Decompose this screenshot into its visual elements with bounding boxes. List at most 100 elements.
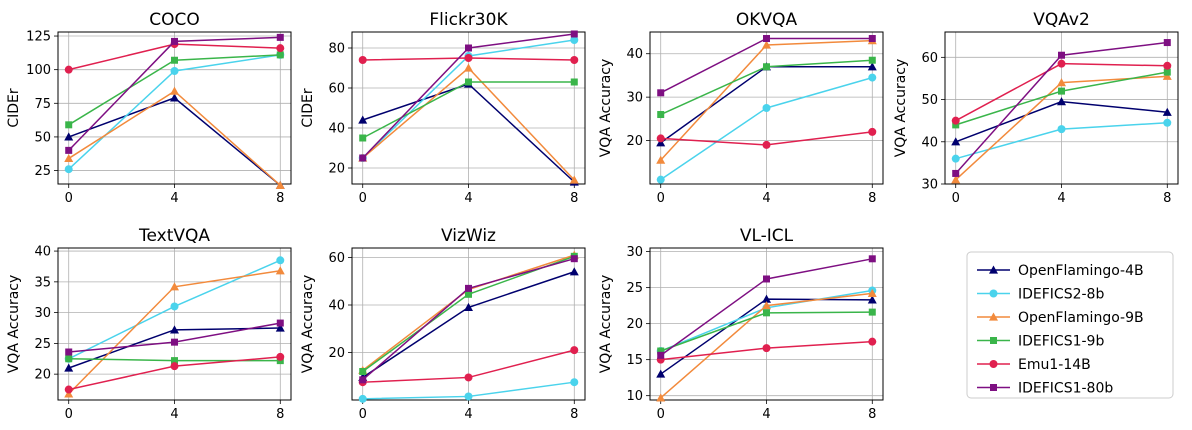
series-idefics1-80b [65,33,284,154]
series-idefics1-80b [952,39,1171,177]
panel-title: VizWiz [441,226,496,246]
x-tick-label: 4 [170,191,178,206]
series-idefics2-8b [358,378,579,403]
data-point [275,180,285,189]
x-tick-label: 8 [570,407,578,422]
data-point [358,394,367,403]
y-tick-label: 125 [26,30,51,45]
data-point [570,346,579,355]
legend-label: Emu1-14B [1018,357,1091,373]
y-tick-label: 30 [626,91,643,106]
legend-item: OpenFlamingo-9B [977,310,1144,326]
series-idefics1-9b [65,51,284,129]
series-idefics1-9b [657,308,876,355]
x-tick-label: 8 [868,407,876,422]
data-point [359,368,367,375]
y-tick-label: 20 [328,346,345,361]
axes-frame [57,247,292,401]
plot-area [358,250,579,403]
data-point [359,134,367,142]
panel-title: Flickr30K [429,10,508,30]
data-point [762,301,771,310]
series-idefics1-80b [657,255,876,359]
data-point [763,275,770,283]
data-point [65,121,73,129]
x-tick-label: 0 [359,407,367,422]
x-tick-label: 8 [570,191,578,206]
data-point [570,56,579,64]
panel-title: VQAv2 [1033,10,1090,30]
y-tick-label: 20 [328,162,345,177]
plot-area [64,256,285,398]
data-point [570,378,579,387]
legend-item: OpenFlamingo-4B [977,263,1144,279]
data-point [465,44,472,52]
panel-vqav2: 0 4 8 30 40 50 60 VQAv2 VQA Accuracy [893,10,1179,206]
data-point [952,169,960,177]
data-point [64,132,74,141]
x-tick-label: 0 [657,191,665,206]
axes-frame [351,31,586,185]
axes-frame [649,31,884,185]
data-point [170,93,179,102]
data-point [763,63,770,71]
series-idefics1-80b [359,255,578,384]
data-point [762,104,771,112]
y-tick-label: 50 [921,93,938,108]
data-point [570,30,578,38]
plot-area [656,255,877,402]
y-axis-label: CIDEr [6,88,22,128]
data-point [276,319,284,327]
y-tick-label: 10 [626,389,643,404]
y-tick-label: 75 [34,97,51,112]
series-emu1-14b [656,127,877,149]
data-point [65,348,73,356]
series-openflamingo-4b [656,294,877,378]
y-axis-label: VQA Accuracy [598,275,614,374]
data-point [64,385,73,394]
data-point [170,325,179,334]
legend-label: IDEFICS2-8b [1018,287,1104,303]
data-point [275,323,285,332]
data-point [952,121,960,129]
data-point [276,44,285,53]
panel-vl-icl: 0 4 8 10 15 20 25 30 VL-ICL VQA Accuracy [598,226,884,422]
legend-marker [989,360,998,368]
data-point [359,376,367,384]
y-tick-label: 60 [328,82,345,97]
data-point [464,302,473,311]
series-emu1-14b [64,352,285,394]
legend: OpenFlamingo-4B IDEFICS2-8b OpenFlamingo-9… [966,251,1174,399]
y-tick-label: 80 [328,42,345,57]
data-point [358,115,368,124]
data-point [868,337,877,346]
legend-item: IDEFICS2-8b [977,287,1104,303]
data-point [867,288,877,297]
data-point [656,155,666,164]
y-tick-label: 30 [626,245,643,260]
data-point [762,294,771,303]
y-tick-label: 20 [626,134,643,149]
y-tick-label: 25 [34,164,51,179]
x-tick-label: 0 [65,407,73,422]
data-point [656,393,666,402]
legend-marker [989,289,998,298]
series-idefics1-80b [657,35,876,97]
data-point [570,36,579,44]
data-point [763,35,770,43]
data-point [1057,97,1066,106]
legend-item: IDEFICS1-80b [977,381,1113,397]
x-tick-label: 8 [276,191,284,206]
y-tick-label: 25 [34,337,51,352]
data-point [951,116,960,125]
x-tick-label: 0 [657,407,665,422]
x-tick-label: 4 [170,407,178,422]
y-tick-label: 50 [34,130,51,145]
data-point [569,267,579,276]
plot-area [358,30,579,186]
data-point [951,175,961,184]
data-point [170,282,179,291]
data-point [171,37,178,45]
plot-area [64,33,285,189]
